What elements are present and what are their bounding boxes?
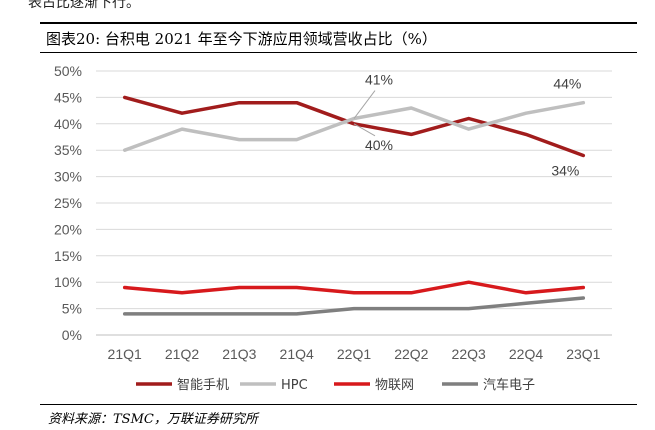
- legend: 智能手机 HPC 物联网 汽车电子: [136, 377, 535, 393]
- legend-label: HPC: [281, 378, 308, 393]
- y-tick-label: 10%: [54, 274, 82, 290]
- cut-off-text: 表占比逐渐下行。: [0, 0, 655, 14]
- series-line: [122, 296, 586, 316]
- x-tick-label: 22Q2: [394, 346, 428, 362]
- legend-label: 物联网: [375, 378, 414, 393]
- data-label: 34%: [551, 162, 579, 178]
- y-tick-label: 15%: [54, 248, 82, 264]
- series-line: [122, 95, 586, 158]
- annotation-leader: [353, 90, 376, 119]
- x-tick-label: 21Q4: [280, 346, 314, 362]
- source-note: 资料来源：TSMC，万联证券研究所: [48, 412, 258, 427]
- data-label: 41%: [365, 72, 393, 88]
- bottom-rule: [40, 404, 637, 405]
- y-tick-label: 45%: [54, 89, 82, 105]
- y-tick-label: 30%: [54, 169, 82, 185]
- series-lines: [122, 95, 586, 316]
- y-tick-label: 35%: [54, 142, 82, 158]
- y-tick-label: 0%: [62, 327, 82, 343]
- x-tick-label: 22Q4: [509, 346, 543, 362]
- y-tick-label: 40%: [54, 116, 82, 132]
- x-tick-label: 22Q1: [337, 346, 371, 362]
- y-tick-label: 20%: [54, 221, 82, 237]
- x-tick-label: 21Q3: [222, 346, 256, 362]
- x-tick-label: 21Q2: [165, 346, 199, 362]
- x-tick-label: 23Q1: [566, 346, 600, 362]
- x-tick-label: 22Q3: [452, 346, 486, 362]
- annotations: 41% 40% 44% 34%: [353, 72, 581, 178]
- figure-title-bar: 图表20: 台积电 2021 年至今下游应用领域营收占比（%）: [40, 22, 637, 53]
- x-tick-label: 21Q1: [108, 346, 142, 362]
- y-tick-label: 5%: [62, 301, 82, 317]
- data-label: 44%: [553, 76, 581, 92]
- legend-label: 汽车电子: [483, 377, 535, 393]
- figure-title: 图表20: 台积电 2021 年至今下游应用领域营收占比（%）: [46, 30, 437, 48]
- data-label: 40%: [365, 137, 393, 153]
- y-axis-ticks: 0% 5% 10% 15% 20% 25% 30% 35% 40% 45% 50%: [54, 63, 82, 343]
- series-line: [122, 280, 586, 295]
- cut-off-line: 表占比逐渐下行。: [28, 0, 140, 11]
- y-tick-label: 25%: [54, 195, 82, 211]
- annotation-leader: [353, 123, 376, 137]
- x-axis-ticks: 21Q1 21Q2 21Q3 21Q4 22Q1 22Q2 22Q3 22Q4 23Q1: [108, 346, 601, 362]
- legend-label: 智能手机: [177, 378, 229, 393]
- y-tick-label: 50%: [54, 63, 82, 79]
